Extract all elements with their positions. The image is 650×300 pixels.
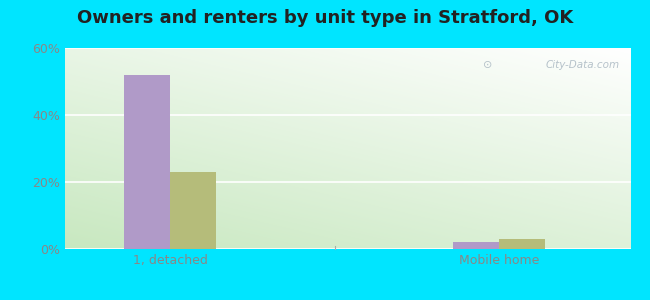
Text: ⊙: ⊙ [484, 60, 493, 70]
Bar [170, 172, 216, 249]
Text: City-Data.com: City-Data.com [545, 60, 619, 70]
Bar [499, 239, 545, 249]
Text: Owners and renters by unit type in Stratford, OK: Owners and renters by unit type in Strat… [77, 9, 573, 27]
Bar [124, 75, 170, 249]
Bar [453, 242, 499, 249]
